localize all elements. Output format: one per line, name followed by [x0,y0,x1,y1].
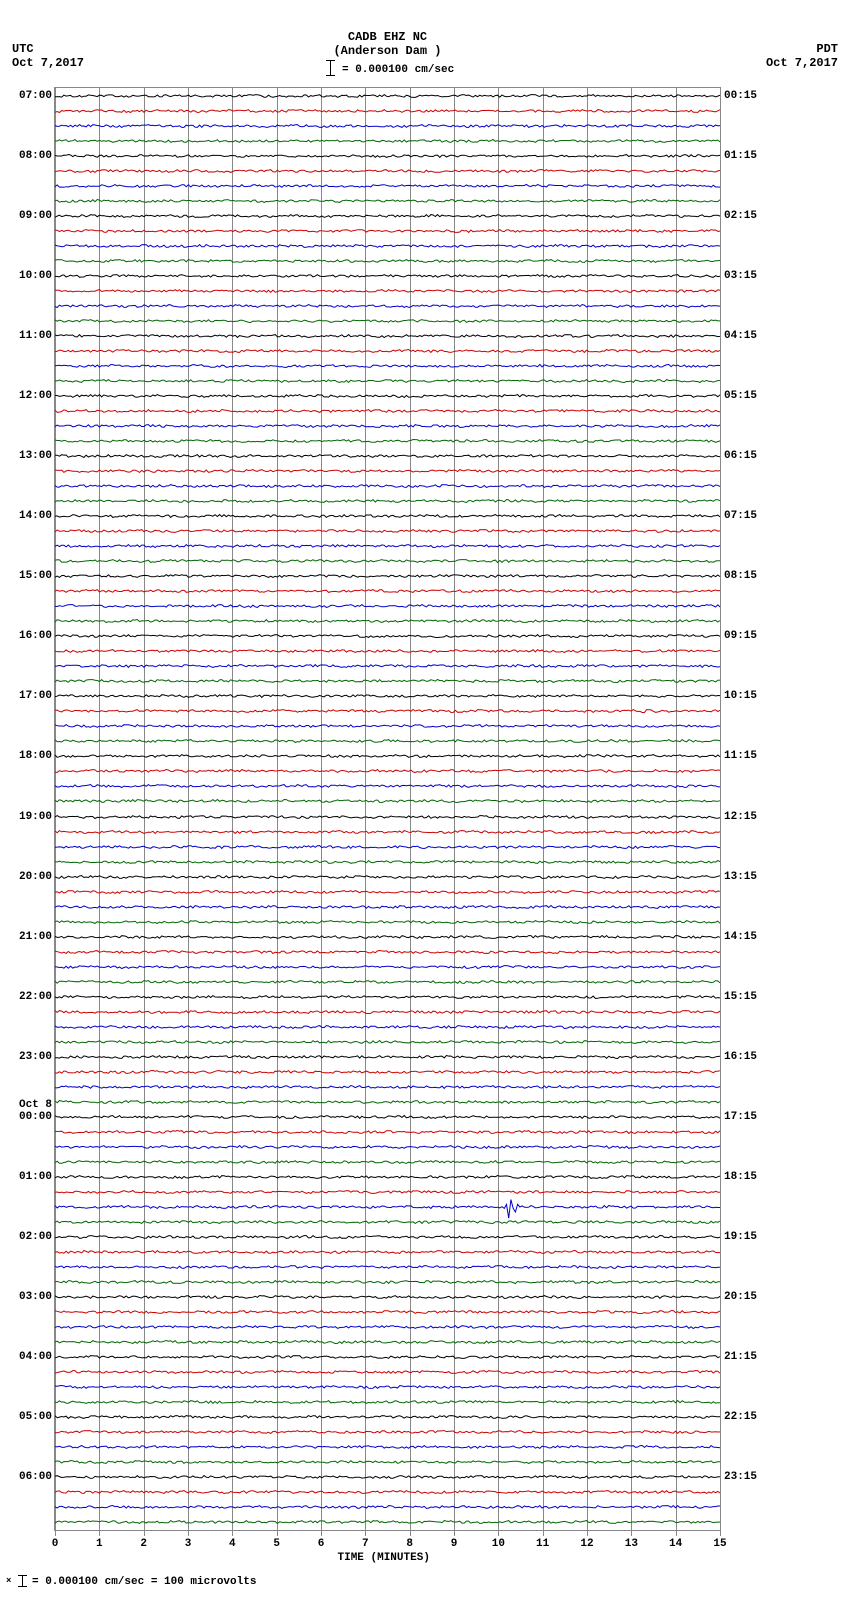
right-time-label: 19:15 [724,1231,757,1243]
left-time-label: 05:00 [2,1411,52,1423]
left-time-label: 04:00 [2,1351,52,1363]
right-time-label: 14:15 [724,931,757,943]
right-time-label: 18:15 [724,1171,757,1183]
left-time-label: 03:00 [2,1291,52,1303]
right-time-label: 07:15 [724,510,757,522]
seismic-trace [55,1502,720,1542]
right-time-label: 05:15 [724,390,757,402]
right-time-label: 01:15 [724,150,757,162]
right-tz: PDT [816,42,838,56]
right-time-label: 23:15 [724,1471,757,1483]
left-time-label: 06:00 [2,1471,52,1483]
location-line: (Anderson Dam ) [0,44,775,58]
footer-scale-bar [18,1575,28,1587]
left-time-label: 23:00 [2,1051,52,1063]
right-time-label: 04:15 [724,330,757,342]
left-time-label: 00:00 [2,1111,52,1123]
right-time-label: 02:15 [724,210,757,222]
left-time-label: 17:00 [2,690,52,702]
footer-text: = 0.000100 cm/sec = 100 microvolts [32,1576,256,1588]
right-time-label: 16:15 [724,1051,757,1063]
left-time-label: 18:00 [2,750,52,762]
left-time-label: 21:00 [2,931,52,943]
left-time-label: 02:00 [2,1231,52,1243]
left-time-label: 16:00 [2,630,52,642]
left-time-label: 19:00 [2,811,52,823]
right-time-label: 00:15 [724,90,757,102]
left-time-label: 07:00 [2,90,52,102]
left-time-label: 14:00 [2,510,52,522]
right-time-label: 15:15 [724,991,757,1003]
right-time-label: 08:15 [724,570,757,582]
left-time-label: 20:00 [2,871,52,883]
grid-vline [720,88,721,1530]
right-time-label: 22:15 [724,1411,757,1423]
left-time-label: 13:00 [2,450,52,462]
right-time-label: 09:15 [724,630,757,642]
right-time-label: 06:15 [724,450,757,462]
left-time-label: Oct 8 [2,1099,52,1111]
left-time-label: 08:00 [2,150,52,162]
left-time-label: 22:00 [2,991,52,1003]
left-time-label: 10:00 [2,270,52,282]
left-time-label: 15:00 [2,570,52,582]
right-time-label: 11:15 [724,750,757,762]
left-tz: UTC [12,42,34,56]
station-line: CADB EHZ NC [0,30,775,44]
seismogram-page: CADB EHZ NC (Anderson Dam ) = 0.000100 c… [0,0,850,1613]
x-tick [720,1530,721,1536]
left-time-label: 09:00 [2,210,52,222]
right-time-label: 10:15 [724,690,757,702]
left-time-label: 12:00 [2,390,52,402]
right-time-label: 13:15 [724,871,757,883]
right-time-label: 03:15 [724,270,757,282]
right-time-label: 12:15 [724,811,757,823]
header-scale-text: = 0.000100 cm/sec [342,64,454,76]
right-time-label: 20:15 [724,1291,757,1303]
right-time-label: 21:15 [724,1351,757,1363]
left-time-label: 01:00 [2,1171,52,1183]
right-time-label: 17:15 [724,1111,757,1123]
left-time-label: 11:00 [2,330,52,342]
header-scale-bar [326,60,336,76]
left-date: Oct 7,2017 [12,56,84,70]
right-date: Oct 7,2017 [766,56,838,70]
x-axis-title: TIME (MINUTES) [338,1552,430,1564]
